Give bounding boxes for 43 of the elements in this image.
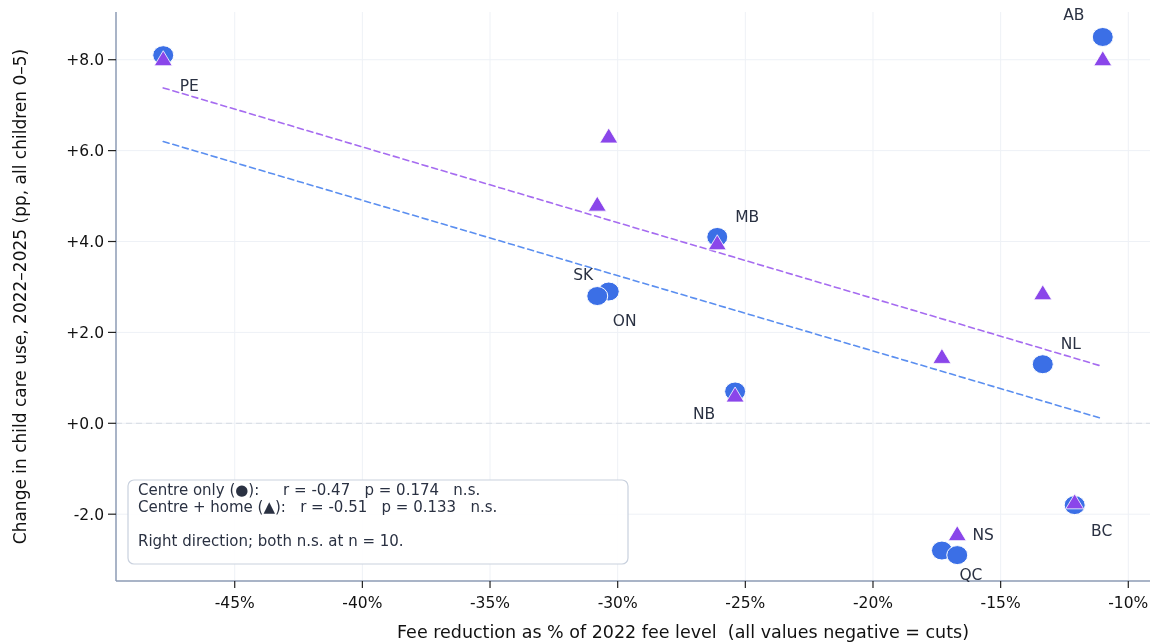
point <box>946 545 969 566</box>
point <box>1031 354 1054 375</box>
annotation: NB <box>693 404 716 423</box>
point <box>932 348 952 364</box>
y-tick-label: +0.0 <box>66 414 104 433</box>
x-tick-label: -25% <box>725 594 766 612</box>
point <box>947 525 967 542</box>
annotation: QC <box>959 565 983 584</box>
y-axis-title: Change in child care use, 2022–2025 (pp, all children 0–5) <box>10 48 30 545</box>
x-tick-label: -45% <box>214 594 255 612</box>
x-tick-label: -10% <box>1108 594 1149 612</box>
x-axis-title: Fee reduction as % of 2022 fee level (all values negative = cuts) <box>397 622 969 642</box>
point <box>1033 284 1053 301</box>
point <box>587 195 607 212</box>
annotation: PE <box>179 76 199 95</box>
annotation: BC <box>1091 521 1113 540</box>
point <box>1093 50 1113 67</box>
y-tick-label: +6.0 <box>66 142 104 161</box>
point <box>1065 493 1085 510</box>
point <box>725 386 745 403</box>
x-tick-label: -20% <box>852 594 894 612</box>
point <box>586 286 609 307</box>
y-tick-label: -2.0 <box>73 505 104 524</box>
point <box>599 127 619 144</box>
annotation: NS <box>972 525 994 544</box>
x-tick-label: -15% <box>980 594 1021 612</box>
y-tick-label: +4.0 <box>66 232 104 251</box>
y-tick-label: +8.0 <box>66 51 104 70</box>
point <box>153 50 173 67</box>
annotation: ON <box>612 311 637 330</box>
annotation: AB <box>1063 6 1085 25</box>
annotation: Centre only (●): r = -0.47 p = 0.174 n.s. <box>138 481 481 499</box>
y-tick-label: +2.0 <box>66 323 104 342</box>
point <box>1091 27 1114 47</box>
x-tick-label: -30% <box>597 594 638 612</box>
annotation: Right direction; both n.s. at n = 10. <box>138 532 404 550</box>
x-tick-label: -40% <box>342 594 383 612</box>
point <box>707 234 727 251</box>
annotation: SK <box>573 266 595 285</box>
annotation: MB <box>735 208 760 227</box>
x-tick-label: -35% <box>470 594 511 612</box>
annotation: NL <box>1060 334 1082 353</box>
annotation: Centre + home (▲): r = -0.51 p = 0.133 n.s. <box>138 498 498 516</box>
